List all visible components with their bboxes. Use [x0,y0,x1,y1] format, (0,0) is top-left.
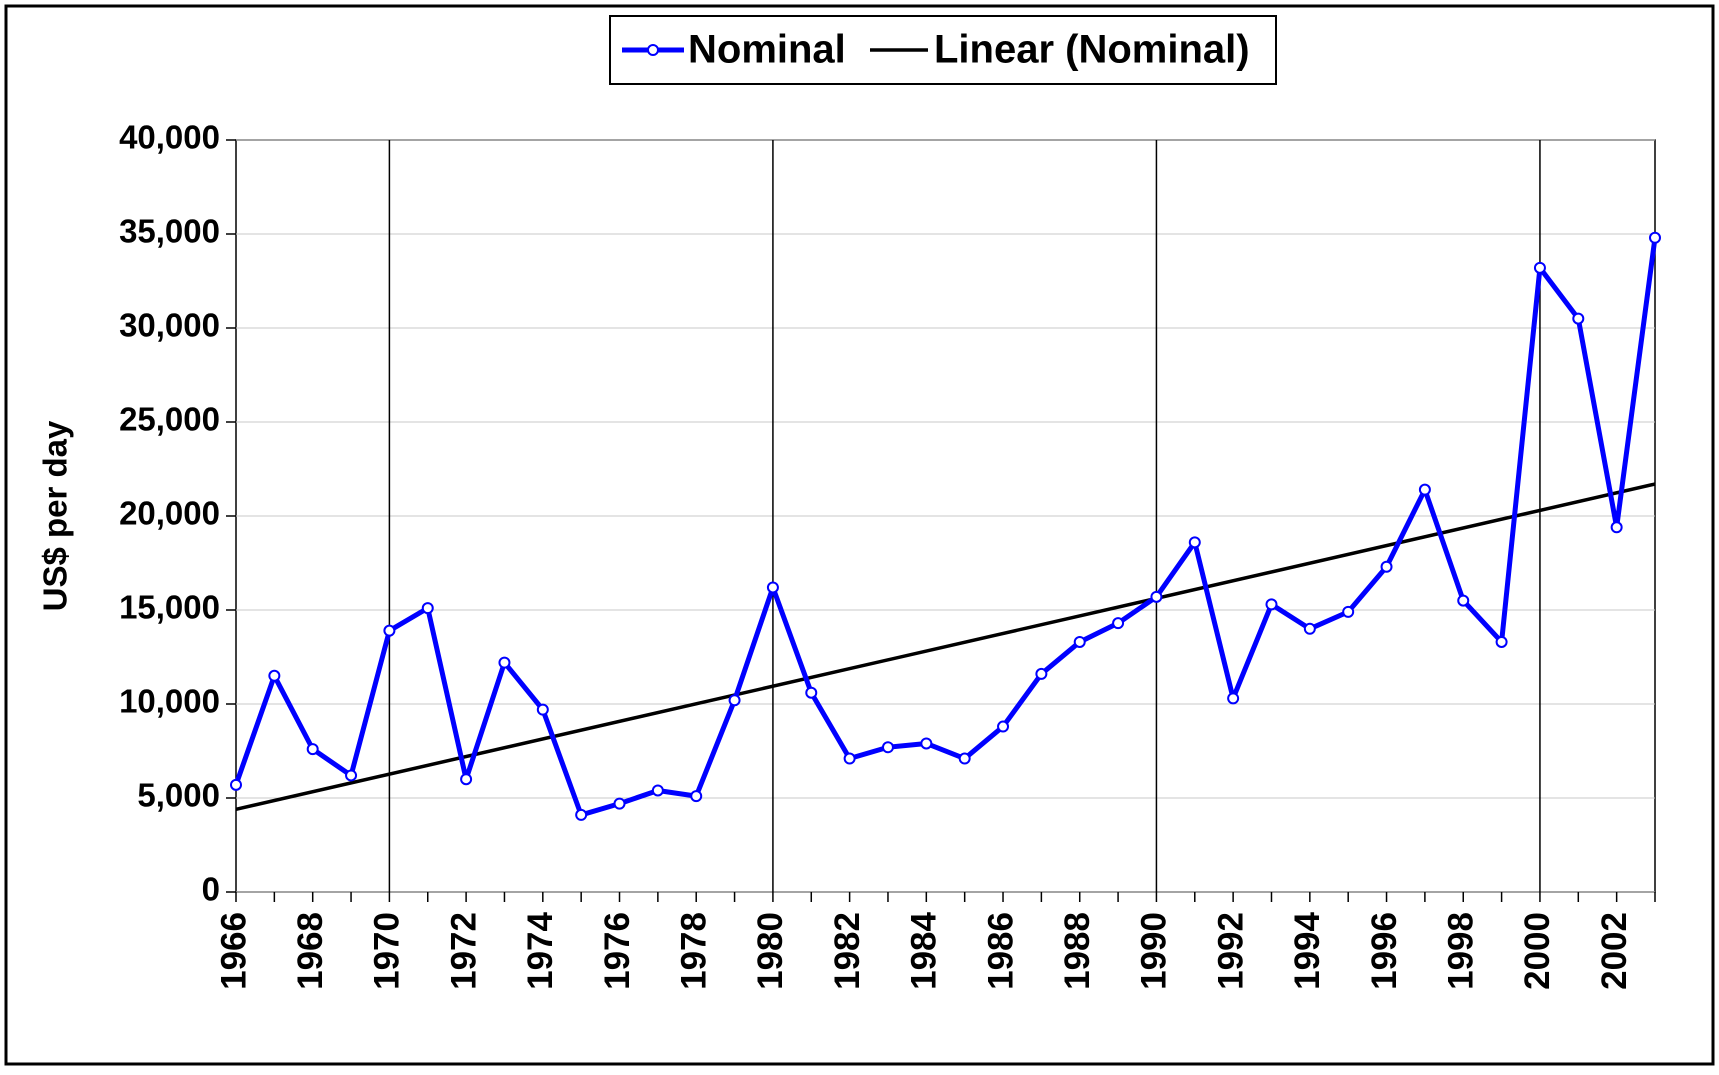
data-point [766,581,779,594]
data-point [1533,261,1546,274]
legend-box [609,15,1277,85]
data-point [1188,536,1201,549]
data-point [421,602,434,615]
y-tick-label: 30,000 [119,307,220,344]
data-point [1227,692,1240,705]
line-series [233,237,1658,818]
data-point [997,720,1010,733]
data-point [230,778,242,791]
data-point [1572,312,1585,325]
data-point [1495,635,1508,648]
x-tick-label: 1968 [291,912,330,990]
y-tick-label: 10,000 [119,683,220,720]
data-point [651,784,664,797]
data-point [1342,605,1355,618]
data-point [613,797,626,810]
data-point [805,686,818,699]
data-point [268,669,281,682]
data-point [1265,598,1278,611]
x-tick-label: 1998 [1441,912,1480,990]
data-point [1610,521,1623,534]
x-tick-label: 1996 [1365,912,1404,990]
data-point [1457,594,1470,607]
data-point [1035,667,1048,680]
data-point [1303,622,1316,635]
x-tick-label: 1978 [674,912,713,990]
data-point [1380,560,1393,573]
data-point [460,773,473,786]
data-point [958,752,971,765]
y-axis-label: US$ per day [37,420,74,611]
x-tick-label: 1988 [1058,912,1097,990]
y-tick-label: 15,000 [119,589,220,626]
x-tick-label: 1992 [1211,912,1250,990]
x-tick-label: 1970 [368,912,407,990]
data-point [881,741,894,754]
data-point [498,656,511,669]
data-point [345,769,358,782]
data-point [1073,635,1086,648]
x-tick-label: 1972 [444,912,483,990]
data-point [1150,590,1163,603]
x-tick-label: 1966 [214,912,253,990]
data-point [728,694,741,707]
x-tick-label: 1994 [1288,911,1327,989]
x-tick-label: 1982 [828,912,867,990]
data-point [1112,617,1125,630]
x-tick-label: 1974 [521,911,560,989]
data-point [1418,483,1431,496]
x-tick-label: 2000 [1518,912,1557,990]
x-tick-label: 1986 [981,912,1020,990]
x-tick-label: 1990 [1135,912,1174,990]
data-point [383,624,396,637]
y-tick-label: 40,000 [119,119,220,156]
y-tick-label: 0 [202,871,220,908]
data-point [690,790,703,803]
legend-marker [647,44,659,56]
y-tick-label: 20,000 [119,495,220,532]
x-tick-label: 1976 [598,912,637,990]
data-point [575,808,588,821]
x-tick-label: 1984 [905,911,944,989]
y-tick-label: 25,000 [119,401,220,438]
x-tick-label: 2002 [1595,912,1634,990]
data-point [843,752,856,765]
legend-label: Linear (Nominal) [934,28,1250,72]
data-point [920,737,933,750]
data-point [536,703,549,716]
y-tick-label: 5,000 [137,777,220,814]
data-point [1649,231,1661,244]
x-tick-label: 1980 [751,912,790,990]
y-tick-label: 35,000 [119,213,220,250]
legend-label: Nominal [688,28,846,72]
data-point [306,743,319,756]
